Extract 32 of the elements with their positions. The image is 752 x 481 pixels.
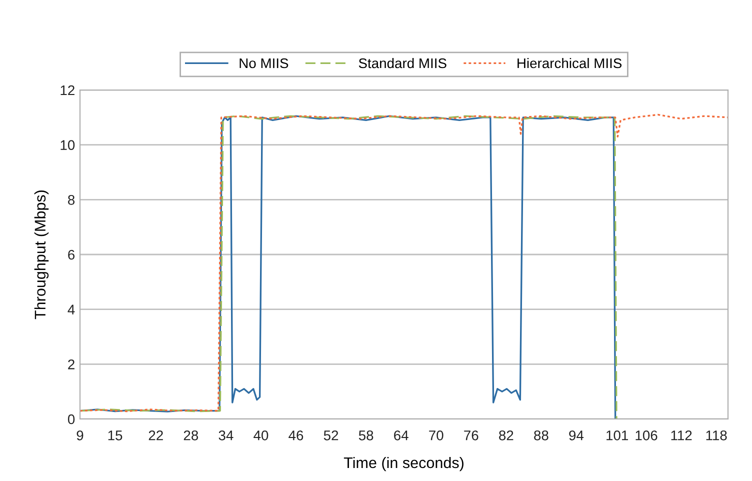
x-tick-label: 58 bbox=[358, 430, 374, 440]
x-tick-label: 15 bbox=[108, 430, 122, 440]
y-tick-label: 12 bbox=[60, 85, 74, 96]
y-axis-title: Throughput (Mbps) bbox=[34, 190, 49, 320]
x-tick-label: 52 bbox=[324, 430, 338, 440]
x-tick-label: 70 bbox=[429, 430, 444, 440]
x-tick-label: 112 bbox=[671, 430, 692, 440]
x-tick-label: 28 bbox=[184, 430, 198, 440]
x-tick-label: 40 bbox=[254, 430, 268, 440]
x-tick-label: 82 bbox=[499, 430, 514, 440]
x-tick-label: 64 bbox=[394, 430, 408, 440]
x-tick-label: 46 bbox=[288, 430, 304, 440]
y-tick-label: 8 bbox=[68, 195, 75, 205]
legend-label: Hierarchical MIIS bbox=[518, 58, 622, 68]
x-tick-label: 118 bbox=[706, 430, 727, 440]
x-tick-label: 9 bbox=[76, 430, 84, 440]
y-tick-label: 6 bbox=[68, 250, 75, 260]
y-tick-label: 10 bbox=[60, 140, 75, 150]
x-tick-label: 34 bbox=[218, 430, 234, 440]
x-tick-label: 22 bbox=[148, 430, 163, 440]
x-tick-label: 106 bbox=[636, 430, 658, 440]
x-tick-label: 94 bbox=[569, 430, 584, 440]
x-tick-label: 76 bbox=[464, 430, 478, 440]
line-series bbox=[80, 114, 728, 412]
x-tick-label: 101 bbox=[606, 430, 628, 440]
legend-label: Standard MIIS bbox=[358, 58, 446, 68]
x-axis-title: Time (in seconds) bbox=[344, 456, 464, 472]
y-tick-label: 4 bbox=[68, 304, 75, 314]
y-tick-label: 2 bbox=[68, 360, 74, 370]
x-tick-label: 88 bbox=[534, 430, 548, 440]
y-tick-label: 0 bbox=[68, 414, 75, 424]
legend-label: No MIIS bbox=[240, 58, 288, 68]
